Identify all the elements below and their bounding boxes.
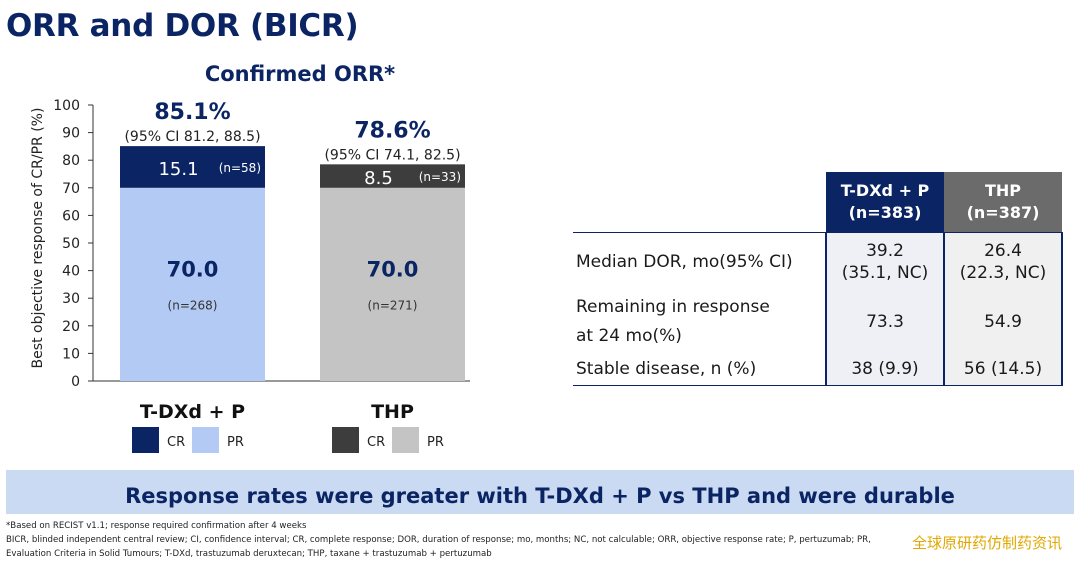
- y-tick-label: 100: [53, 98, 80, 114]
- legend-swatch-pr: [392, 427, 419, 453]
- bar-cr-thp: [320, 164, 465, 188]
- dor-header-tdxd-n: (n=383): [848, 203, 922, 222]
- row-label-line: Remaining in response: [576, 297, 770, 317]
- dor-table-header-row: T-DXd + P (n=383) THP (n=387): [573, 172, 1062, 233]
- y-tick-label: 40: [62, 264, 80, 280]
- cell-tdxd-median-dor: 39.2 (35.1, NC): [825, 232, 945, 291]
- cell-value: 56 (14.5): [963, 359, 1043, 379]
- data-label-cr-n: (n=33): [419, 170, 461, 184]
- legend-label: PR: [427, 435, 444, 450]
- data-label-cr-n: (n=58): [219, 161, 261, 175]
- legend-label: CR: [367, 435, 385, 450]
- dor-table-corner: [573, 172, 826, 233]
- cell-value: 26.4: [984, 241, 1022, 261]
- table-row: Remaining in response at 24 mo(%) 73.3 5…: [573, 291, 1063, 353]
- dor-header-thp-name: THP: [984, 181, 1022, 200]
- y-tick-label: 70: [62, 181, 80, 197]
- legend-swatch-pr: [192, 427, 219, 453]
- cell-tdxd-remaining-response: 73.3: [825, 291, 945, 353]
- data-label-pr-n: (n=268): [168, 298, 218, 312]
- table-row: Median DOR, mo(95% CI) 39.2 (35.1, NC) 2…: [573, 232, 1063, 292]
- orr-bar-chart: 0 10 20 30 40 50 60 70 80 90 100 Best objective res…: [30, 98, 470, 453]
- cell-thp-median-dor: 26.4 (22.3, NC): [943, 232, 1063, 291]
- bar-pr-thp: [320, 187, 465, 381]
- total-orr-label: 78.6%: [354, 118, 430, 143]
- y-axis-label: Best objective response of CR/PR (%): [30, 108, 46, 369]
- y-tick-label: 0: [71, 374, 80, 390]
- data-label-pr: 70.0: [367, 257, 419, 281]
- y-tick-label: 20: [62, 319, 80, 335]
- total-orr-ci: (95% CI 81.2, 88.5): [124, 129, 260, 145]
- cell-value: 39.2: [866, 241, 904, 261]
- y-tick-label: 90: [62, 126, 80, 142]
- bar-cr-tdxd: [120, 146, 265, 188]
- data-label-cr: 15.1: [158, 159, 198, 180]
- table-row: Stable disease, n (%) 38 (9.9) 56 (14.5): [573, 353, 1063, 386]
- x-category-label: T-DXd + P: [140, 401, 245, 423]
- y-tick-label: 10: [62, 346, 80, 362]
- cell-value: 38 (9.9): [851, 359, 919, 379]
- cell-ci: (35.1, NC): [841, 263, 929, 283]
- dor-header-tdxd-name: T-DXd + P: [840, 181, 930, 200]
- legend-swatch-cr: [132, 427, 159, 453]
- total-orr-label: 85.1%: [154, 100, 230, 125]
- slide-title: ORR and DOR (BICR): [6, 8, 359, 44]
- conclusion-banner: Response rates were greater with T-DXd +…: [6, 470, 1074, 514]
- watermark-text: 全球原研药仿制药资讯: [911, 532, 1062, 553]
- legend-label: PR: [227, 435, 244, 450]
- footnote-3: Evaluation Criteria in Solid Tumours; T-…: [6, 549, 492, 559]
- y-tick-label: 60: [62, 208, 80, 224]
- data-label-cr: 8.5: [364, 168, 393, 189]
- legend-label: CR: [167, 435, 185, 450]
- dor-header-thp-n: (n=387): [966, 203, 1040, 222]
- row-label-line: Median DOR, mo(95% CI): [576, 252, 793, 272]
- row-label-line: at 24 mo(%): [576, 326, 682, 346]
- row-label-remaining-response: Remaining in response at 24 mo(%): [573, 291, 826, 353]
- legend-swatch-cr: [332, 427, 359, 453]
- row-label-median-dor: Median DOR, mo(95% CI): [573, 233, 826, 292]
- x-category-label: THP: [371, 401, 414, 423]
- y-tick-label: 50: [62, 236, 80, 252]
- y-tick-label: 80: [62, 153, 80, 169]
- row-label-stable-disease: Stable disease, n (%): [573, 353, 826, 386]
- y-tick-label: 30: [62, 291, 80, 307]
- row-label-line: Stable disease, n (%): [576, 358, 757, 379]
- cell-ci: (22.3, NC): [959, 263, 1047, 283]
- bar-pr-tdxd: [120, 187, 265, 381]
- dor-header-thp: THP (n=387): [944, 172, 1062, 233]
- chart-title: Confirmed ORR*: [204, 62, 396, 86]
- dor-table: T-DXd + P (n=383) THP (n=387) Median DOR…: [573, 172, 1063, 386]
- cell-thp-remaining-response: 54.9: [943, 291, 1063, 353]
- cell-thp-stable-disease: 56 (14.5): [943, 353, 1063, 386]
- cell-value: 54.9: [984, 312, 1022, 332]
- footnote-1: *Based on RECIST v1.1; response required…: [6, 521, 307, 531]
- cell-value: 73.3: [866, 312, 904, 332]
- total-orr-ci: (95% CI 74.1, 82.5): [324, 147, 460, 163]
- data-label-pr: 70.0: [167, 257, 219, 281]
- dor-header-tdxd: T-DXd + P (n=383): [826, 172, 944, 233]
- data-label-pr-n: (n=271): [368, 298, 418, 312]
- cell-tdxd-stable-disease: 38 (9.9): [825, 353, 945, 386]
- footnote-2: BICR, blinded independent central review…: [6, 535, 871, 545]
